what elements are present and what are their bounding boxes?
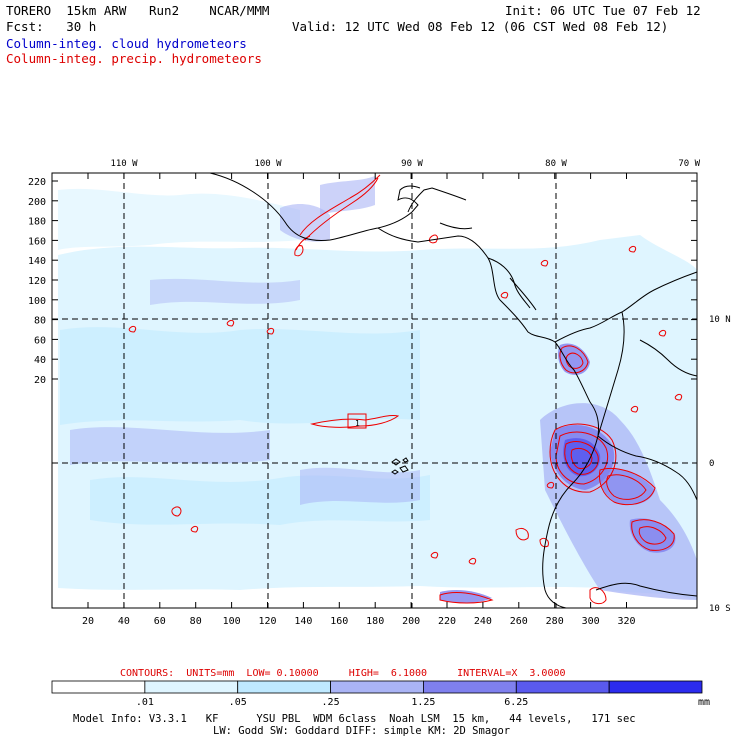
colorbar (51, 680, 703, 694)
x-tick-label: 20 (82, 616, 94, 627)
longitude-label: 90 W (401, 159, 423, 169)
x-tick-label: 140 (294, 616, 312, 627)
y-tick-label: 180 (28, 217, 46, 228)
station-box-label: 1 (355, 419, 360, 428)
x-tick-label: 80 (190, 616, 202, 627)
latitude-label: 10 S (709, 604, 731, 614)
galapagos-islands (391, 457, 409, 475)
model-title: TORERO 15km ARW Run2 NCAR/MMM (6, 3, 270, 18)
field-precip-label: Column-integ. precip. hydrometeors (6, 51, 262, 66)
colorbar-tick-label: .01 (136, 697, 154, 708)
y-tick-label: 80 (34, 316, 46, 327)
y-tick-label: 20 (34, 375, 46, 386)
longitude-label: 80 W (545, 159, 567, 169)
y-axis: 220 200 180 160 140 120 100 80 60 40 20 (28, 177, 697, 386)
x-tick-label: 260 (510, 616, 528, 627)
colorbar-swatch (51, 680, 146, 694)
init-time: Init: 06 UTC Tue 07 Feb 12 (505, 3, 701, 18)
contour-info: CONTOURS: UNITS=mm LOW= 0.10000 HIGH= 6.… (120, 668, 566, 679)
colorbar-swatch (237, 680, 331, 694)
station-box (347, 413, 367, 429)
longitude-labels: 110 W 100 W 90 W 80 W 70 W (110, 159, 700, 169)
latitude-label: 0 (709, 459, 714, 469)
valid-time: Valid: 12 UTC Wed 08 Feb 12 (06 CST Wed … (292, 19, 669, 34)
colorbar-tick-label: .05 (229, 697, 247, 708)
y-tick-label: 120 (28, 276, 46, 287)
x-tick-label: 240 (474, 616, 492, 627)
precip-contours (128, 174, 683, 605)
lonlat-grid (52, 173, 697, 608)
y-tick-label: 160 (28, 236, 46, 247)
colorbar-labels: .01 .05 .25 1.25 6.25 (136, 697, 529, 708)
colorbar-swatch (608, 680, 703, 694)
field-cloud-label: Column-integ. cloud hydrometeors (6, 36, 247, 51)
plot-frame (51, 172, 698, 609)
y-tick-label: 200 (28, 197, 46, 208)
latitude-label: 10 N (709, 315, 731, 325)
coastlines (209, 172, 698, 609)
x-tick-label: 120 (258, 616, 276, 627)
x-tick-label: 200 (402, 616, 420, 627)
x-tick-label: 220 (438, 616, 456, 627)
colorbar-swatch (515, 680, 610, 694)
latitude-labels: 10 N 0 10 S (709, 315, 731, 614)
y-tick-label: 40 (34, 355, 46, 366)
y-tick-label: 100 (28, 296, 46, 307)
colorbar-tick-label: 6.25 (504, 697, 528, 708)
x-tick-label: 160 (330, 616, 348, 627)
model-info-line2: LW: Godd SW: Goddard DIFF: simple KM: 2D… (213, 725, 511, 737)
longitude-label: 70 W (678, 159, 700, 169)
forecast-hour: Fcst: 30 h (6, 19, 97, 34)
colorbar-swatch (423, 680, 517, 694)
x-tick-label: 60 (154, 616, 166, 627)
y-tick-label: 140 (28, 256, 46, 267)
x-tick-label: 300 (582, 616, 600, 627)
colorbar-tick-label: 1.25 (411, 697, 435, 708)
x-tick-label: 280 (546, 616, 564, 627)
x-tick-label: 100 (223, 616, 241, 627)
x-tick-label: 180 (366, 616, 384, 627)
y-tick-label: 60 (34, 335, 46, 346)
x-tick-label: 320 (617, 616, 635, 627)
colorbar-tick-label: .25 (322, 697, 340, 708)
model-info-line1: Model Info: V3.3.1 KF YSU PBL WDM 6class… (73, 713, 636, 725)
colorbar-swatch (144, 680, 239, 694)
x-tick-label: 40 (118, 616, 130, 627)
longitude-label: 100 W (254, 159, 282, 169)
longitude-label: 110 W (110, 159, 138, 169)
colorbar-swatch (330, 680, 424, 694)
x-axis: 20 40 60 80 100 120 140 160 180 200 220 240 260 280 30… (82, 173, 636, 627)
y-tick-label: 220 (28, 177, 46, 188)
colorbar-unit: mm (698, 697, 710, 708)
